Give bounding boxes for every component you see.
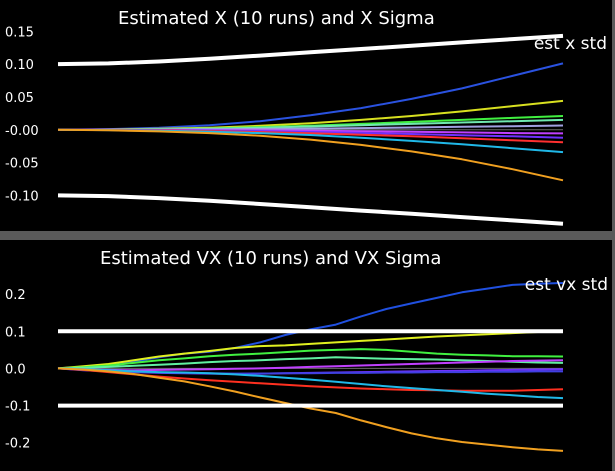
ytick-label: 0.1 — [5, 325, 26, 340]
series-line-2 — [57, 330, 564, 370]
ytick-label: -0.10 — [5, 189, 39, 204]
panel-border-right-x — [612, 0, 615, 231]
series-line-4 — [57, 356, 564, 370]
ytick-label: 0.0 — [5, 362, 26, 377]
series-line-9 — [57, 367, 564, 400]
ytick-labels-x: 0.15 0.10 0.05 -0.00 -0.05 -0.10 — [5, 25, 39, 204]
series-line-10 — [57, 367, 564, 452]
ytick-label: 0.15 — [5, 25, 34, 40]
ytick-labels-vx: 0.2 0.1 0.0 -0.1 -0.2 — [5, 288, 30, 452]
series-layer-vx — [57, 282, 564, 452]
ytick-label: -0.05 — [5, 157, 39, 172]
ytick-label: 0.05 — [5, 91, 34, 106]
ytick-label: 0.10 — [5, 58, 34, 73]
series-line-5 — [57, 359, 564, 372]
chart-title-x: Estimated X (10 runs) and X Sigma — [118, 8, 435, 29]
chart-panel-x: 0.15 0.10 0.05 -0.00 -0.05 -0.10 Estimated X … — [0, 0, 615, 231]
series-line-3 — [57, 348, 564, 370]
chart-panel-vx: 0.2 0.1 0.0 -0.1 -0.2 Estimated VX (10 runs)… — [0, 240, 615, 471]
panel-border-right-vx — [612, 240, 615, 471]
sigma-lower-line — [57, 193, 564, 226]
chart-vx-svg: 0.2 0.1 0.0 -0.1 -0.2 Estimated VX (10 runs)… — [5, 248, 608, 452]
ytick-label: -0.00 — [5, 124, 39, 139]
ytick-label: 0.2 — [5, 288, 26, 303]
legend-label-vx: est vx std — [525, 275, 608, 295]
chart-x-svg: 0.15 0.10 0.05 -0.00 -0.05 -0.10 Estimated X … — [5, 8, 607, 226]
series-layer-x — [57, 33, 564, 226]
ytick-label: -0.2 — [5, 437, 30, 452]
ytick-label: -0.1 — [5, 400, 30, 415]
series-line-10 — [57, 128, 564, 182]
sigma-upper-line — [57, 33, 564, 67]
legend-label-x: est x std — [534, 34, 607, 54]
panel-divider — [0, 231, 615, 240]
chart-title-vx: Estimated VX (10 runs) and VX Sigma — [100, 248, 441, 269]
